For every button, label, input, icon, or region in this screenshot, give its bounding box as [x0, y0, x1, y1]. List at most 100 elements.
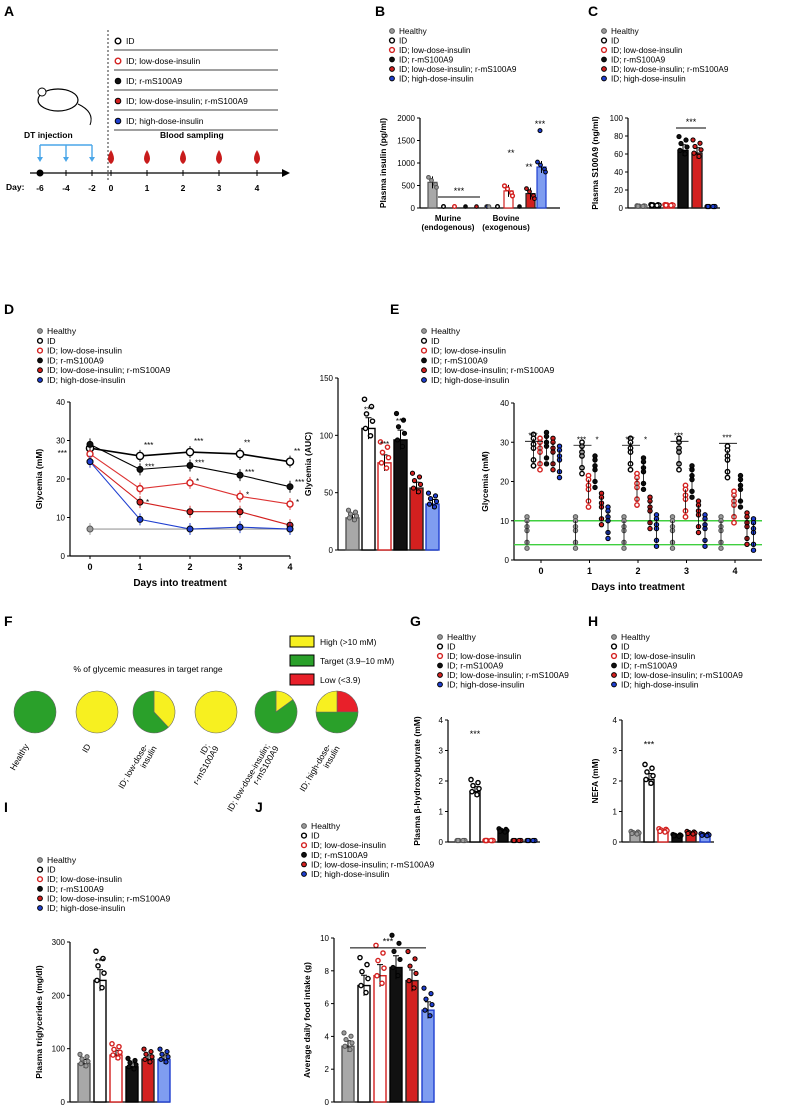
- legend-marker: [611, 634, 617, 640]
- significance: ***: [144, 441, 153, 450]
- data-point: [383, 465, 390, 471]
- legend-label: ID; high-dose-insulin: [431, 375, 510, 385]
- bar-1: [93, 979, 107, 1103]
- data-point: [671, 833, 677, 839]
- data-point: [286, 500, 294, 508]
- data-point: [537, 466, 543, 473]
- legend-marker: [37, 895, 43, 902]
- data-point: [474, 791, 480, 798]
- legend-label: ID; high-dose-insulin: [47, 375, 126, 385]
- legend-label: Healthy: [311, 821, 341, 831]
- data-point: [434, 184, 439, 190]
- data-point: [469, 788, 475, 795]
- y-tick-label: 20: [56, 475, 65, 484]
- significance: ***: [686, 117, 697, 127]
- data-point: [516, 837, 522, 844]
- data-point: [495, 203, 501, 209]
- x-tick-label: 4: [287, 562, 292, 572]
- data-point: [401, 430, 408, 436]
- data-point: [427, 496, 434, 502]
- data-point: [422, 1007, 428, 1013]
- y-tick-label: 20: [614, 186, 623, 195]
- significance: ***: [195, 459, 204, 468]
- panel-letter: B: [375, 3, 385, 19]
- legend-label: ID; low-dose-insulin; r-mS100A9: [431, 365, 554, 375]
- legend-label: ID; r-mS100A9: [126, 76, 182, 86]
- legend-label: ID; low-dose-insulin; r-mS100A9: [311, 859, 434, 869]
- data-point: [364, 961, 370, 968]
- data-point: [509, 193, 516, 199]
- legend-marker: [114, 57, 122, 65]
- data-point: [429, 1002, 435, 1008]
- data-point: [79, 1056, 85, 1062]
- data-point: [532, 196, 537, 202]
- panel-letter: E: [390, 301, 399, 317]
- data-point: [353, 513, 360, 519]
- dt-arrowhead: [37, 157, 43, 162]
- y-tick-label: 0: [505, 556, 510, 565]
- data-point: [488, 837, 494, 844]
- y-tick-label: 0: [439, 838, 444, 847]
- data-point: [470, 782, 476, 789]
- y-tick-label: 80: [614, 132, 623, 141]
- data-point: [705, 203, 711, 210]
- legend-marker: [300, 842, 308, 849]
- significance: **: [525, 162, 533, 172]
- data-point: [744, 541, 750, 547]
- legend-swatch: [289, 635, 315, 648]
- significance: **: [507, 148, 515, 158]
- data-point: [423, 996, 429, 1002]
- data-point: [351, 517, 358, 523]
- data-point: [634, 831, 640, 837]
- y-tick-label: 20: [500, 478, 509, 487]
- data-point: [486, 204, 492, 209]
- data-point: [158, 1056, 164, 1062]
- data-point: [365, 975, 371, 982]
- legend-marker: [114, 117, 122, 125]
- data-point: [126, 1064, 132, 1070]
- legend-label: ID: [126, 36, 135, 46]
- data-point: [358, 982, 364, 989]
- data-point: [476, 785, 482, 792]
- data-point: [504, 186, 511, 192]
- bar-4: [409, 487, 424, 551]
- y-axis-label: Plasma triglycerides (mg/dl): [34, 965, 44, 1079]
- data-point: [428, 991, 434, 997]
- significance: ***: [674, 431, 683, 440]
- data-point: [648, 780, 654, 787]
- dt-arrowhead: [63, 157, 69, 162]
- y-tick-label: 2: [325, 1065, 330, 1074]
- data-point: [375, 957, 381, 964]
- y-tick-label: 30: [56, 437, 65, 446]
- data-point: [640, 203, 646, 209]
- y-tick-label: 2: [613, 777, 618, 786]
- data-point: [710, 203, 716, 210]
- significance: *: [644, 435, 647, 444]
- y-axis-label: Plasma S100A9 (ng/ml): [590, 116, 600, 210]
- y-tick-label: 2: [439, 777, 444, 786]
- data-point: [605, 535, 611, 542]
- data-point: [650, 772, 656, 779]
- bar-0: [341, 1045, 355, 1103]
- data-point: [142, 1056, 148, 1062]
- legend-label: ID; high-dose-insulin: [311, 869, 390, 879]
- data-point: [682, 513, 689, 520]
- data-point: [497, 828, 503, 834]
- legend-swatch: [289, 673, 315, 686]
- data-point: [416, 474, 423, 480]
- y-tick-label: 1000: [397, 159, 415, 168]
- panel-letter: D: [4, 301, 14, 317]
- mouse-icon: [37, 88, 79, 112]
- data-point: [663, 202, 669, 209]
- legend-marker: [389, 75, 395, 82]
- y-tick-label: 4: [439, 716, 444, 725]
- data-point: [101, 970, 107, 976]
- data-point: [530, 462, 537, 469]
- significance: **: [294, 447, 300, 456]
- data-point: [676, 833, 682, 839]
- pie-slice: [132, 690, 169, 734]
- data-point: [361, 396, 368, 403]
- data-point: [527, 189, 532, 195]
- day-tick-label: -4: [62, 183, 70, 193]
- significance: ***: [364, 405, 373, 414]
